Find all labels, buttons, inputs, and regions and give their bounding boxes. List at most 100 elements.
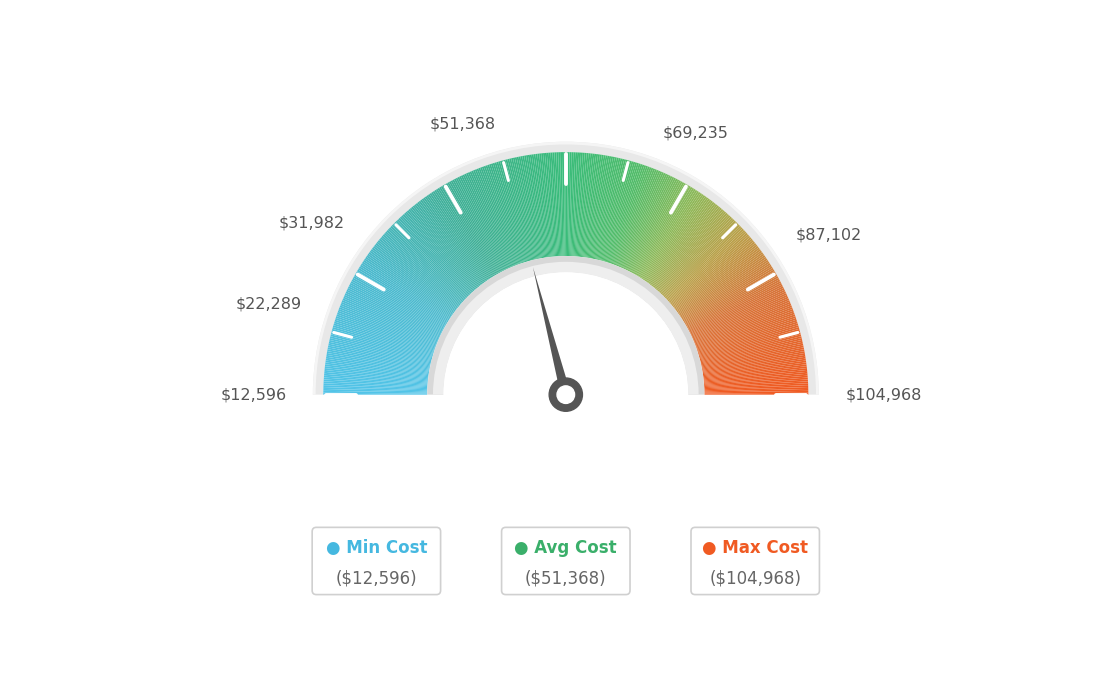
Wedge shape (625, 175, 671, 270)
Wedge shape (333, 325, 433, 356)
Wedge shape (703, 370, 807, 382)
Wedge shape (444, 273, 688, 395)
Wedge shape (351, 279, 444, 330)
Wedge shape (681, 262, 769, 319)
Wedge shape (386, 230, 464, 302)
Wedge shape (646, 197, 709, 282)
Wedge shape (585, 155, 602, 257)
Wedge shape (330, 336, 432, 362)
Wedge shape (337, 314, 435, 350)
Wedge shape (700, 336, 802, 362)
Wedge shape (468, 172, 511, 268)
Wedge shape (696, 307, 793, 346)
Wedge shape (509, 159, 534, 260)
Wedge shape (650, 203, 716, 286)
Wedge shape (385, 231, 464, 302)
Wedge shape (498, 161, 528, 262)
Wedge shape (702, 347, 804, 368)
Wedge shape (679, 255, 765, 316)
Wedge shape (703, 372, 807, 383)
Wedge shape (645, 195, 705, 282)
Wedge shape (323, 377, 427, 386)
Wedge shape (618, 170, 659, 266)
Wedge shape (597, 159, 623, 260)
Wedge shape (590, 156, 609, 258)
Wedge shape (338, 310, 436, 348)
Wedge shape (570, 152, 575, 256)
Wedge shape (404, 213, 474, 291)
Wedge shape (608, 164, 643, 263)
Wedge shape (630, 180, 681, 273)
Wedge shape (506, 159, 532, 260)
Wedge shape (372, 248, 456, 311)
Wedge shape (665, 224, 740, 298)
Wedge shape (336, 318, 434, 352)
Text: $31,982: $31,982 (278, 216, 344, 231)
Wedge shape (439, 187, 495, 277)
Wedge shape (689, 283, 782, 332)
Wedge shape (394, 221, 468, 297)
Wedge shape (519, 157, 540, 259)
Wedge shape (379, 239, 459, 306)
Wedge shape (367, 255, 453, 316)
Wedge shape (623, 174, 667, 269)
Wedge shape (704, 393, 808, 395)
Wedge shape (427, 256, 704, 395)
Wedge shape (323, 375, 427, 385)
Wedge shape (500, 161, 529, 262)
Wedge shape (340, 306, 437, 344)
Polygon shape (533, 267, 571, 396)
Wedge shape (450, 180, 501, 273)
Wedge shape (312, 141, 819, 395)
Wedge shape (634, 183, 686, 274)
Text: $51,368: $51,368 (429, 117, 496, 132)
Wedge shape (539, 153, 552, 257)
Wedge shape (627, 177, 675, 270)
Wedge shape (388, 228, 465, 301)
Wedge shape (680, 258, 767, 317)
Wedge shape (513, 157, 537, 259)
Wedge shape (433, 191, 490, 279)
Wedge shape (331, 333, 432, 360)
Wedge shape (577, 153, 588, 257)
Wedge shape (327, 349, 429, 370)
Wedge shape (342, 300, 438, 342)
Wedge shape (326, 362, 428, 377)
Wedge shape (346, 291, 440, 337)
Wedge shape (503, 159, 531, 261)
Wedge shape (571, 152, 577, 256)
Wedge shape (692, 295, 787, 339)
Wedge shape (704, 387, 808, 391)
Wedge shape (421, 199, 484, 284)
Wedge shape (698, 324, 798, 355)
Wedge shape (325, 368, 428, 380)
Wedge shape (702, 357, 806, 374)
Text: ($51,368): ($51,368) (526, 569, 606, 587)
Wedge shape (556, 152, 562, 256)
Wedge shape (323, 374, 427, 384)
Text: $69,235: $69,235 (664, 125, 729, 140)
Wedge shape (664, 223, 739, 297)
Wedge shape (530, 155, 546, 257)
Wedge shape (414, 204, 480, 286)
Wedge shape (700, 331, 800, 359)
Wedge shape (676, 246, 758, 310)
Wedge shape (697, 314, 795, 350)
Wedge shape (601, 159, 628, 261)
Wedge shape (326, 359, 428, 375)
Wedge shape (517, 157, 539, 259)
Wedge shape (323, 383, 427, 389)
Wedge shape (417, 202, 481, 285)
Wedge shape (617, 169, 657, 266)
Wedge shape (648, 199, 711, 284)
Wedge shape (431, 192, 490, 279)
Wedge shape (405, 211, 475, 290)
Wedge shape (619, 170, 660, 267)
Wedge shape (702, 353, 805, 372)
Wedge shape (593, 157, 615, 259)
Wedge shape (631, 181, 682, 273)
Wedge shape (701, 342, 803, 366)
Wedge shape (647, 199, 710, 283)
Wedge shape (678, 252, 763, 314)
Wedge shape (361, 263, 449, 320)
